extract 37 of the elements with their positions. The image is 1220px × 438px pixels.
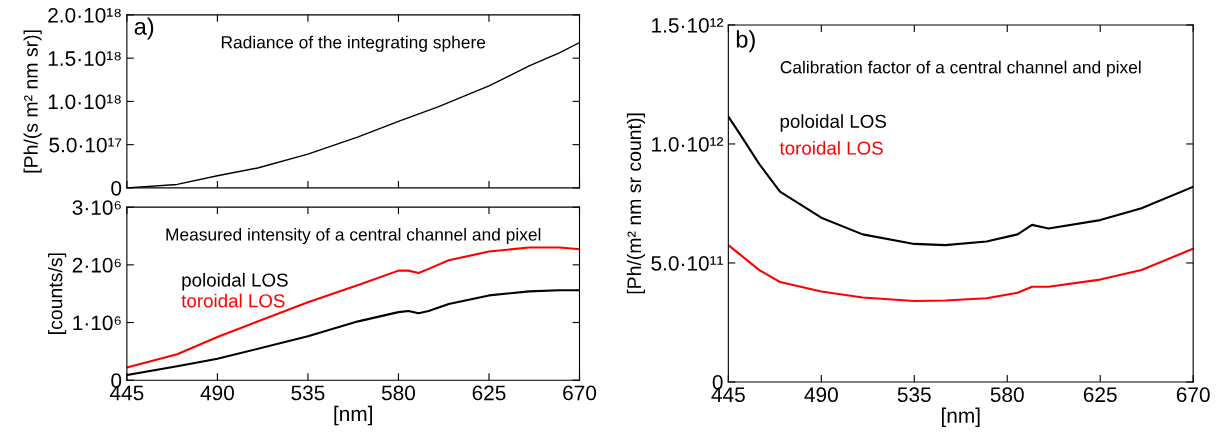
y-axis-title: [Ph/(m² nm sr count)]: [626, 113, 645, 294]
x-tick-label: 535: [897, 387, 931, 403]
line-series: [126, 246, 580, 369]
x-tick-label: 580: [381, 385, 416, 401]
x-tick-label: 670: [563, 385, 597, 401]
y-tick-label: 5.0·10¹¹: [651, 255, 724, 271]
y-tick-label: 1.5·10¹²: [652, 17, 724, 33]
y-tick-label: 0: [111, 180, 122, 196]
y-tick-label: 2·10⁶: [72, 257, 121, 273]
x-tick-label: 625: [1083, 387, 1117, 403]
x-tick-label: 490: [200, 385, 234, 401]
x-axis-title: [nm]: [334, 405, 372, 426]
text: Measured intensity of a central channel and pixel: [166, 227, 541, 245]
y-tick-label: 2.0·10¹⁸: [48, 7, 121, 23]
annotation: a): [134, 17, 154, 40]
series-label: poloidal LOS: [780, 114, 886, 132]
text: Calibration factor of a central channel and pixel: [780, 60, 1141, 77]
x-tick-label: 490: [804, 387, 838, 403]
text: poloidal LOS: [182, 272, 288, 291]
text: Radiance of the integrating sphere: [221, 35, 486, 52]
x-tick-label: 670: [1176, 387, 1210, 403]
y-tick-label: 1·10⁶: [73, 315, 121, 331]
y-tick-label: 1.0·10¹²: [652, 136, 724, 152]
x-tick-label: 625: [472, 385, 506, 401]
y-tick-label: 3·10⁶: [72, 200, 121, 215]
y-axis-title: [counts/s]: [48, 253, 67, 334]
line-series: [728, 244, 1194, 303]
x-tick-label: 535: [291, 385, 325, 401]
series-label: toroidal LOS: [181, 293, 285, 308]
y-tick-label: 1.0·10¹⁸: [48, 94, 121, 110]
x-axis-title: [nm]: [941, 407, 980, 428]
annotation: b): [736, 30, 755, 53]
y-tick-label: 5.0·10¹⁷: [49, 137, 122, 153]
y-tick-label: 1.5·10¹⁸: [48, 51, 121, 66]
text: toroidal LOS: [779, 140, 883, 155]
x-tick-label: 580: [990, 387, 1024, 403]
y-axis-title: [Ph/(s m² nm sr)]: [23, 30, 42, 173]
